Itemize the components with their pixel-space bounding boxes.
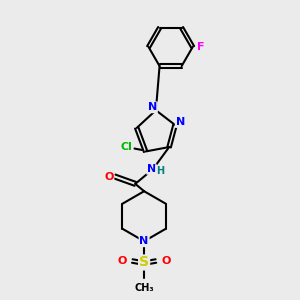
Text: N: N (176, 117, 185, 127)
Text: N: N (140, 236, 149, 246)
Text: N: N (148, 102, 157, 112)
Text: O: O (104, 172, 113, 182)
Text: H: H (156, 166, 164, 176)
Text: O: O (117, 256, 127, 266)
Text: O: O (161, 256, 171, 266)
Text: F: F (197, 42, 205, 52)
Text: Cl: Cl (121, 142, 132, 152)
Text: S: S (139, 256, 149, 269)
Text: N: N (147, 164, 156, 174)
Text: CH₃: CH₃ (134, 283, 154, 293)
